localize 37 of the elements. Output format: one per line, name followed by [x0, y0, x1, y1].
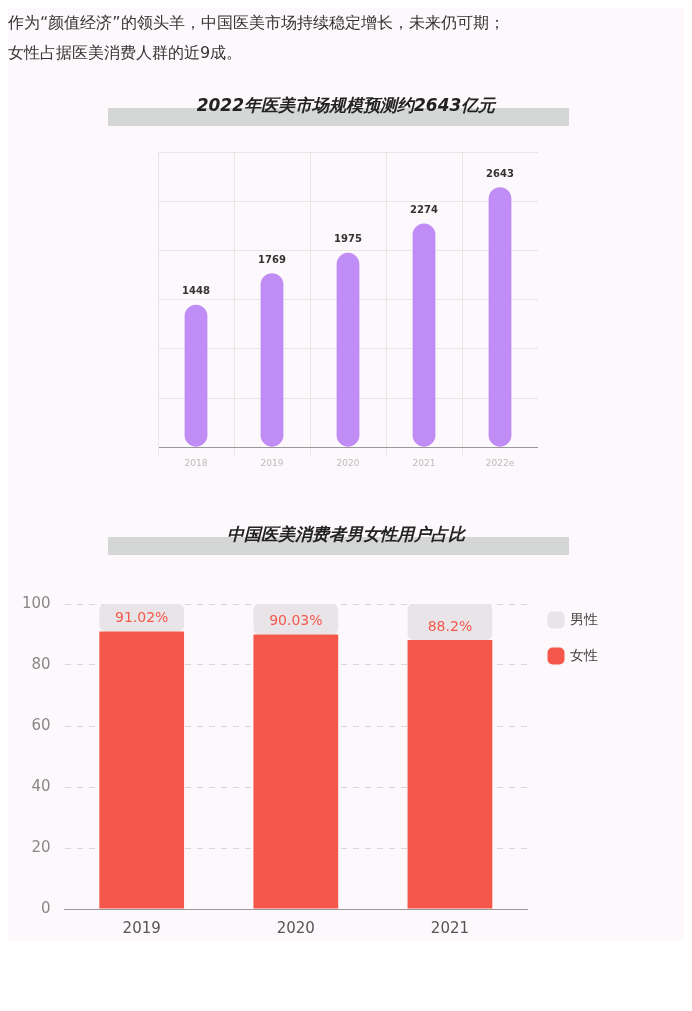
bar [412, 223, 436, 447]
bar [253, 634, 339, 909]
chart-title: 中国医美消费者男女性用户占比 [226, 523, 467, 546]
x-tick-label: 2019 [122, 918, 161, 937]
x-tick-label: 2019 [260, 457, 284, 468]
data-label: 88.2% [427, 617, 473, 634]
data-label: 90.03% [269, 612, 323, 629]
y-tick-label: 20 [31, 837, 51, 856]
bar [184, 304, 208, 447]
y-tick-label: 100 [21, 593, 51, 612]
x-tick-label: 2021 [412, 457, 436, 468]
legend-label: 女性 [570, 646, 598, 663]
data-label: 91.02% [115, 609, 169, 626]
data-label: 1769 [258, 253, 286, 265]
text: 女性占据医美消费人群的近9成。 [8, 42, 244, 64]
x-tick-label: 2020 [276, 918, 315, 937]
x-tick-label: 2022e [485, 457, 515, 468]
x-tick-label: 2020 [336, 457, 360, 468]
bar [407, 639, 493, 909]
y-tick-label: 60 [31, 715, 51, 734]
y-tick-label: 80 [31, 654, 51, 673]
bar [336, 252, 360, 447]
x-tick-label: 2018 [184, 457, 208, 468]
bar [99, 631, 185, 909]
bar [407, 604, 493, 640]
data-label: 1975 [334, 233, 362, 245]
legend-label: 男性 [570, 610, 598, 627]
chart-title: 2022年医美市场规模预测约2643亿元 [195, 94, 498, 117]
bar [488, 187, 512, 447]
x-tick-label: 2021 [430, 918, 470, 937]
data-label: 1448 [182, 285, 210, 297]
y-tick-label: 0 [41, 898, 51, 917]
data-label: 2274 [410, 204, 438, 216]
bar [260, 273, 284, 447]
text: 作为“颜值经济”的领头羊，中国医美市场持续稳定增长，未来仍可期； [8, 12, 506, 34]
y-tick-label: 40 [31, 776, 51, 795]
data-label: 2643 [486, 167, 514, 179]
